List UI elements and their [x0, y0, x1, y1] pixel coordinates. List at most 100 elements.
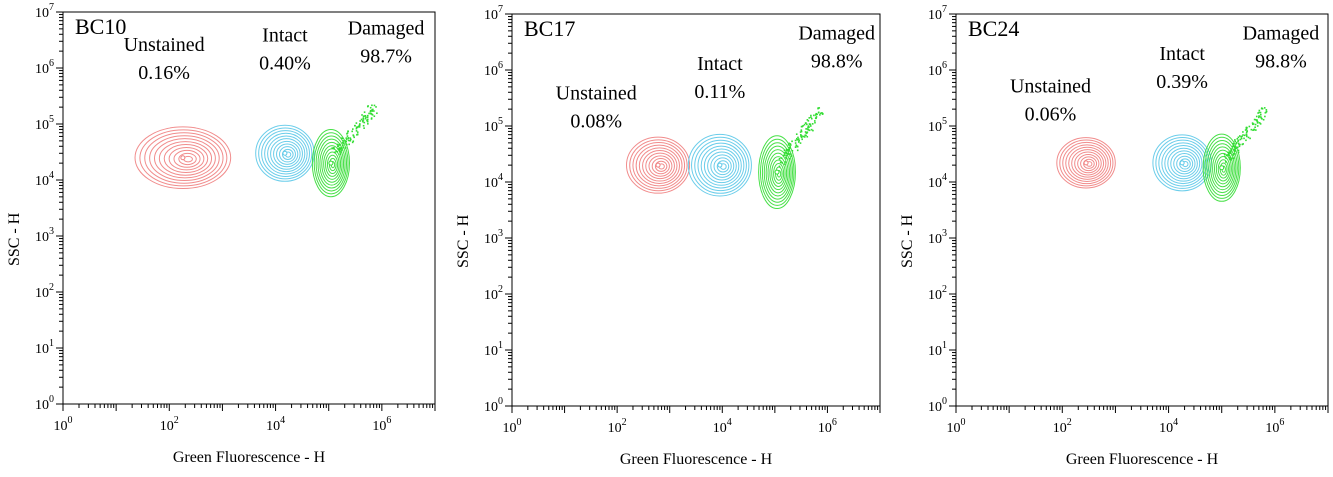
y-tick-label: 101 [928, 340, 947, 359]
event-dot [1228, 154, 1230, 157]
cluster-contour [632, 141, 686, 189]
population-label-unstained: Unstained [1010, 75, 1091, 97]
event-dot [345, 137, 348, 139]
event-dot [1256, 125, 1259, 127]
event-dot [1230, 152, 1232, 154]
x-axis-title: Green Fluorescence - H [1066, 451, 1219, 468]
y-tick-label-base: 10 [484, 176, 498, 191]
event-dot [1252, 129, 1254, 132]
event-dot [806, 131, 809, 134]
event-dot [811, 123, 814, 125]
event-dot [798, 139, 800, 142]
event-dot [1234, 147, 1237, 149]
cluster-contour [1213, 152, 1232, 185]
event-dot [789, 144, 792, 146]
event-dot [341, 137, 344, 140]
plot-frame [511, 13, 881, 407]
event-dot [1234, 140, 1237, 143]
event-dot [806, 132, 808, 134]
y-tick-label-base: 10 [35, 230, 49, 245]
event-dot [345, 138, 348, 141]
event-dot [809, 125, 812, 127]
event-dot [818, 107, 821, 109]
event-dot [349, 139, 351, 142]
panel-title: BC17 [524, 16, 575, 41]
cluster-contour [626, 136, 691, 194]
event-dot [347, 130, 349, 133]
event-dot [784, 163, 786, 165]
chart-panel-bc17: Unstained 0.08% Intact 0.11% Damaged 98.8% BC1… [455, 4, 881, 468]
event-dot [1264, 111, 1267, 114]
event-dot [787, 144, 790, 146]
event-dot [789, 143, 792, 145]
event-dot [803, 136, 806, 138]
population-label-unstained: Unstained [556, 82, 637, 104]
event-dot [1225, 154, 1228, 157]
event-dot [338, 144, 340, 146]
x-tick-label: 100 [54, 415, 73, 434]
x-tick-label: 104 [713, 417, 732, 436]
event-dot [353, 124, 356, 127]
event-dot [796, 137, 798, 140]
event-dot [801, 138, 803, 141]
event-dot [334, 151, 336, 154]
cluster-contour [1062, 141, 1112, 185]
cluster-damaged [758, 107, 824, 210]
cluster-contour [773, 163, 785, 184]
y-tick-label-base: 10 [928, 288, 942, 303]
population-percent-intact: 0.39% [1156, 71, 1208, 93]
event-dot [790, 155, 793, 157]
event-dot [1232, 142, 1235, 145]
event-dot [802, 124, 804, 127]
y-tick-label-exponent: 6 [49, 58, 54, 69]
y-tick-label: 105 [35, 114, 54, 133]
event-dot [802, 135, 805, 138]
cluster-contour [279, 146, 296, 163]
event-dot [373, 110, 375, 112]
event-dot [372, 108, 374, 111]
cluster-core [1179, 160, 1185, 166]
event-dot [338, 149, 341, 152]
event-dot [797, 138, 800, 140]
cluster-contour [645, 152, 675, 180]
event-dot [814, 114, 817, 116]
y-tick-label-base: 10 [928, 64, 942, 79]
event-dot [785, 156, 787, 159]
event-dot [794, 146, 797, 148]
cluster-contour [158, 141, 213, 176]
event-dot [800, 130, 803, 133]
cluster-contour [134, 126, 232, 190]
event-dot [369, 110, 372, 113]
chart-panel-bc24: Unstained 0.06% Intact 0.39% Damaged 98.8% BC2… [899, 4, 1329, 468]
event-dot [1258, 122, 1261, 124]
cluster-contour [144, 132, 224, 184]
event-dot [339, 153, 342, 155]
event-dot [785, 157, 788, 160]
event-dot [815, 112, 818, 115]
x-axis: 100 102 104 106 [54, 404, 436, 434]
event-dot [810, 117, 813, 120]
y-tick-label: 101 [484, 340, 503, 359]
event-dot [1229, 158, 1232, 161]
population-percent-damaged: 98.8% [811, 51, 863, 73]
event-dot [370, 118, 373, 120]
event-dot [787, 152, 789, 155]
population-percent-intact: 0.11% [694, 81, 745, 103]
event-dot [369, 106, 372, 109]
y-tick-label: 103 [35, 226, 54, 245]
cluster-contour [710, 154, 735, 178]
event-dot [1235, 141, 1238, 144]
x-tick-label-exponent: 6 [386, 415, 391, 426]
event-dot [806, 123, 808, 126]
event-dot [1245, 135, 1248, 138]
event-dot [1234, 145, 1236, 148]
event-dot [1241, 143, 1244, 146]
event-dot [1254, 126, 1256, 129]
event-dot [1229, 152, 1231, 154]
cluster-contour [1161, 142, 1205, 185]
cluster-contour [700, 145, 742, 186]
population-label-unstained: Unstained [124, 34, 205, 56]
event-dot [362, 120, 364, 123]
x-axis: 100 102 104 106 [947, 406, 1329, 436]
event-dot [1245, 134, 1248, 136]
